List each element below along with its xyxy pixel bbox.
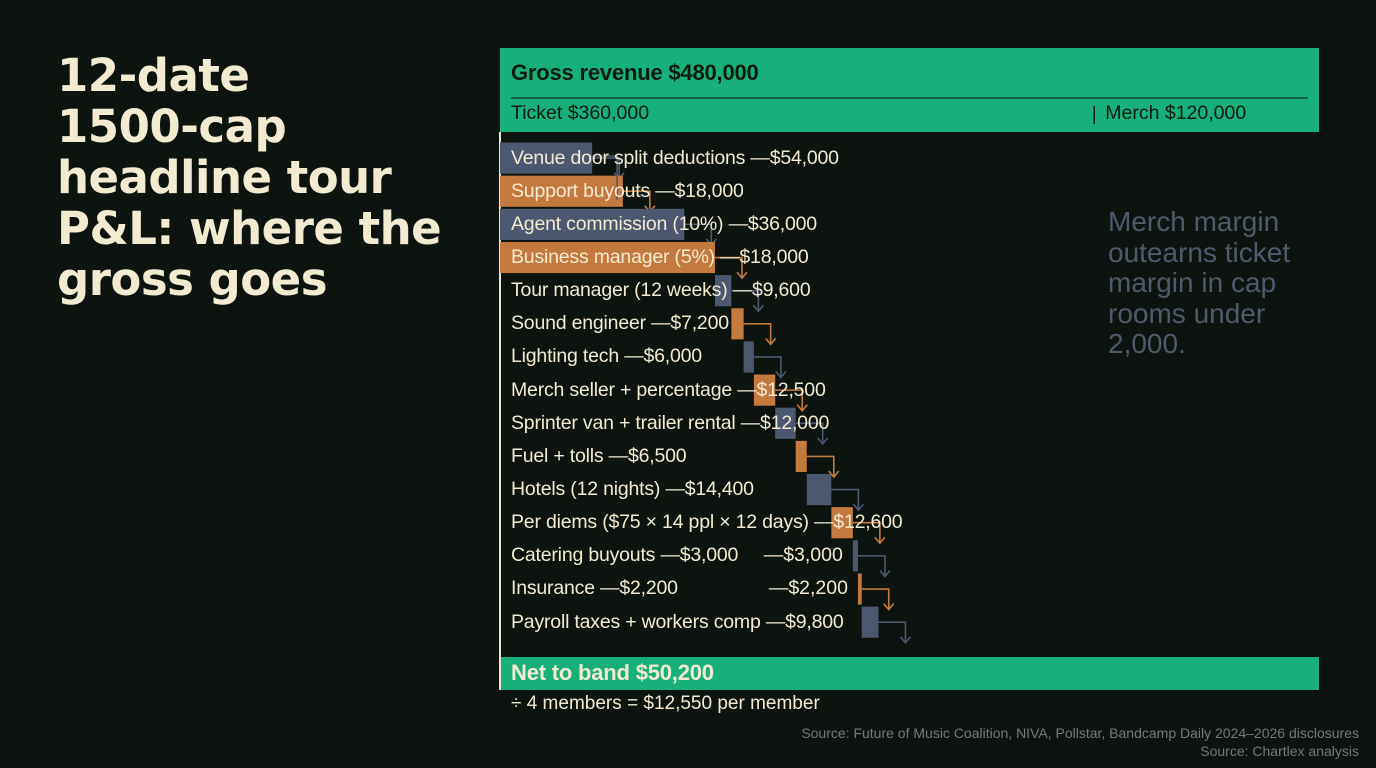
deduction-label: Fuel + tolls —$6,500 <box>511 444 687 467</box>
gross-revenue-bar <box>500 48 1319 132</box>
connector-arrow <box>684 223 713 245</box>
deduction-label: Merch seller + percentage —$12,500 <box>511 378 826 401</box>
connector-arrow <box>857 555 886 577</box>
title-line: 12-date <box>57 49 250 102</box>
title-line: gross goes <box>57 253 328 306</box>
net-to-band-bar <box>500 657 1319 690</box>
deduction-value-label: —$2,200 <box>768 577 848 600</box>
net-to-band-label: Net to band $50,200 <box>511 660 714 685</box>
deduction-bar <box>731 308 744 340</box>
connector-arrowhead <box>879 569 891 578</box>
deduction-bar <box>500 142 593 174</box>
deduction-label: Support buyouts —$18,000 <box>511 179 744 202</box>
per-member-label: ÷ 4 members = $12,550 per member <box>511 693 820 714</box>
connector-arrow <box>622 190 651 212</box>
connector-arrowhead <box>852 503 864 512</box>
connector-arrow <box>714 256 743 279</box>
connector-arrow <box>775 389 804 411</box>
deduction-label: Catering buyouts —$3,000 <box>511 544 739 567</box>
deduction-label: Per diems ($75 × 14 ppl × 12 days) —$12,… <box>511 511 903 534</box>
connector-arrowhead <box>883 603 895 611</box>
deduction-bar <box>861 606 879 638</box>
connector-arrowhead <box>752 304 764 313</box>
connector-arrow <box>831 488 860 511</box>
deduction-label: Insurance —$2,200 <box>511 577 678 600</box>
deduction-bar <box>500 175 623 207</box>
connector-arrowhead <box>817 437 829 446</box>
connector-arrowhead <box>736 271 748 280</box>
deduction-bar <box>743 341 754 373</box>
connector-arrowhead <box>874 536 886 545</box>
connector-arrow <box>753 356 782 378</box>
connector-arrow <box>861 588 890 610</box>
deduction-bar <box>831 507 853 539</box>
deduction-label: Sound engineer —$7,200 <box>511 312 729 335</box>
deduction-bar <box>775 407 796 439</box>
connector-arrow <box>743 323 772 345</box>
deduction-bar <box>500 208 685 240</box>
connector-arrow <box>852 521 881 544</box>
title-line: headline tour <box>57 151 392 204</box>
source-note-analysis: Source: Chartlex analysis <box>1200 743 1359 759</box>
source-note: Source: Future of Music Coalition, NIVA,… <box>801 725 1359 741</box>
deduction-bar <box>753 374 776 406</box>
deduction-bar <box>852 540 858 572</box>
deduction-label: Business manager (5%) —$18,000 <box>511 245 809 268</box>
connector-arrowhead <box>828 470 840 479</box>
connector-arrow <box>795 422 824 444</box>
deduction-label: Tour manager (12 weeks) —$9,600 <box>511 279 811 302</box>
connector-arrow <box>731 289 760 312</box>
connector-arrowhead <box>899 636 912 644</box>
deduction-bar <box>857 573 862 605</box>
merch-margin-annotation: Merch margin outearns ticket margin in c… <box>1108 206 1291 359</box>
annotation-connector <box>592 155 618 200</box>
deduction-label: Sprinter van + trailer rental —$12,000 <box>511 411 830 434</box>
connector-arrow <box>592 157 620 179</box>
connector-arrowhead <box>765 337 777 346</box>
ticket-revenue-label: Ticket $360,000 <box>511 102 650 124</box>
gross-revenue-label: Gross revenue $480,000 <box>511 60 759 85</box>
merch-revenue-label: Merch $120,000 <box>1105 102 1247 124</box>
deduction-bar <box>806 474 832 506</box>
connector-arrow <box>878 621 907 643</box>
deduction-label: Lighting tech —$6,000 <box>511 345 702 368</box>
connector-arrowhead <box>775 371 787 379</box>
deduction-label: Agent commission (10%) —$36,000 <box>511 212 817 235</box>
title-line: 1500-cap <box>57 100 287 153</box>
title-line: P&L: where the <box>57 202 442 255</box>
deduction-label: Hotels (12 nights) —$14,400 <box>511 478 754 500</box>
deduction-bar <box>714 275 732 307</box>
deduction-bar <box>500 241 715 274</box>
deduction-bar <box>795 440 807 472</box>
connector-arrowhead <box>796 404 808 412</box>
deduction-value-label: —$3,000 <box>763 544 843 567</box>
connector-arrow <box>806 455 835 477</box>
deduction-label: Payroll taxes + workers comp —$9,800 <box>511 610 844 633</box>
deduction-label: Venue door split deductions —$54,000 <box>511 146 839 169</box>
page-title: 12-date 1500-cap headline tour P&L: wher… <box>57 50 457 305</box>
